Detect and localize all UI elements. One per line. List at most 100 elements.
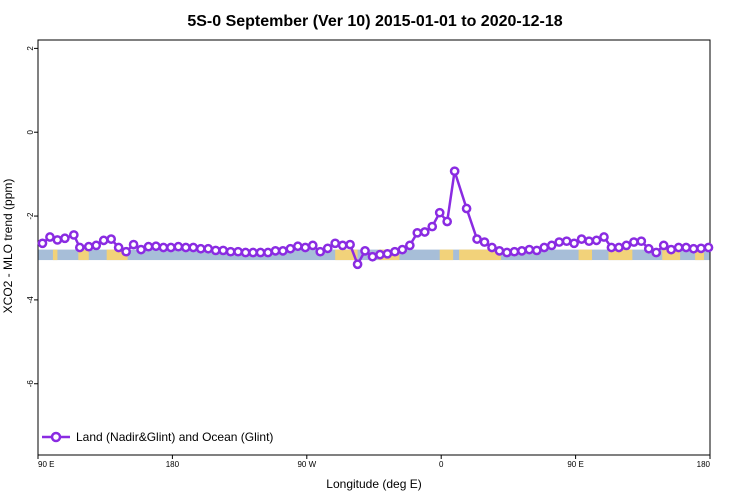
data-point xyxy=(628,237,639,247)
data-point xyxy=(83,241,94,252)
data-point xyxy=(666,244,677,255)
data-point xyxy=(91,240,102,251)
data-point xyxy=(696,243,706,254)
data-point xyxy=(472,234,482,244)
x-tick-label: 180 xyxy=(166,460,180,469)
data-point xyxy=(337,240,348,251)
data-point xyxy=(203,243,214,254)
data-point xyxy=(614,242,624,253)
data-point xyxy=(658,240,669,251)
data-point xyxy=(681,242,691,253)
data-point xyxy=(225,246,236,257)
y-tick-label: -2 xyxy=(26,212,35,220)
data-point xyxy=(546,240,557,251)
data-point xyxy=(412,227,423,238)
data-point xyxy=(397,244,408,255)
data-point xyxy=(621,240,632,251)
data-point xyxy=(576,234,587,244)
data-point xyxy=(270,246,281,256)
data-point xyxy=(651,247,662,258)
y-tick-label: -6 xyxy=(26,380,35,388)
data-point xyxy=(554,237,565,247)
legend: Land (Nadir&Glint) and Ocean (Glint) xyxy=(42,430,273,444)
data-point xyxy=(292,241,303,252)
land-segment xyxy=(459,249,501,261)
data-point xyxy=(173,241,184,252)
data-point xyxy=(599,232,609,242)
series-land-ocean xyxy=(37,166,714,270)
data-point xyxy=(643,243,654,254)
data-point xyxy=(60,233,70,244)
land-segment xyxy=(52,249,58,261)
data-point xyxy=(524,244,535,255)
data-point xyxy=(52,235,63,245)
data-point xyxy=(375,249,385,260)
land-segment xyxy=(439,249,454,261)
data-point xyxy=(434,207,445,218)
data-point xyxy=(248,247,258,258)
y-axis: 2 0 -2 -4 -6 xyxy=(26,46,38,388)
data-point xyxy=(278,246,288,256)
data-point xyxy=(584,236,594,247)
data-point xyxy=(307,240,318,251)
data-point xyxy=(285,243,296,254)
data-point xyxy=(166,242,176,253)
data-point xyxy=(427,221,438,232)
y-tick-label: 0 xyxy=(26,129,35,134)
y-tick-label: 2 xyxy=(26,46,35,51)
data-point xyxy=(315,246,326,257)
data-point xyxy=(673,242,684,253)
x-tick-label: 180 xyxy=(697,460,711,469)
data-point xyxy=(143,241,154,252)
data-point xyxy=(419,227,430,237)
x-tick-label: 90 E xyxy=(38,460,54,469)
data-point xyxy=(494,246,505,256)
data-point xyxy=(210,245,221,256)
data-point xyxy=(487,242,497,253)
data-point xyxy=(561,236,572,247)
data-point xyxy=(404,240,415,251)
data-point xyxy=(113,242,124,253)
land-segment xyxy=(608,249,633,261)
data-point xyxy=(158,242,169,253)
legend-entry: Land (Nadir&Glint) and Ocean (Glint) xyxy=(76,430,273,444)
data-point xyxy=(240,247,251,258)
data-point xyxy=(442,216,453,227)
data-point xyxy=(322,243,333,254)
data-point xyxy=(74,242,85,253)
data-point xyxy=(233,246,243,257)
data-point xyxy=(688,243,699,254)
data-point xyxy=(68,230,79,240)
data-point xyxy=(300,242,311,253)
data-point xyxy=(195,243,206,254)
data-point xyxy=(255,247,266,258)
x-tick-label: 0 xyxy=(439,460,444,469)
data-point xyxy=(263,247,273,258)
data-point xyxy=(151,241,161,252)
data-point xyxy=(345,239,355,250)
data-point xyxy=(98,235,109,246)
data-point xyxy=(352,259,363,270)
data-point xyxy=(382,248,393,259)
data-point xyxy=(128,239,139,250)
land-segment xyxy=(695,249,705,261)
data-point xyxy=(37,238,48,249)
y-tick-label: -4 xyxy=(26,296,35,304)
legend-marker xyxy=(50,431,62,443)
data-point xyxy=(390,246,400,257)
chart-title: 5S-0 September (Ver 10) 2015-01-01 to 20… xyxy=(187,13,562,30)
data-point xyxy=(636,236,647,247)
land-segment xyxy=(78,249,89,261)
land-segment xyxy=(335,249,358,261)
land-segment xyxy=(662,249,681,261)
data-point xyxy=(479,237,490,247)
data-point xyxy=(121,246,131,257)
data-point xyxy=(516,246,527,256)
data-point xyxy=(330,238,341,249)
data-point xyxy=(367,251,378,262)
data-point xyxy=(45,232,55,242)
data-point xyxy=(180,242,191,253)
data-point xyxy=(360,246,370,256)
data-point xyxy=(703,242,714,253)
